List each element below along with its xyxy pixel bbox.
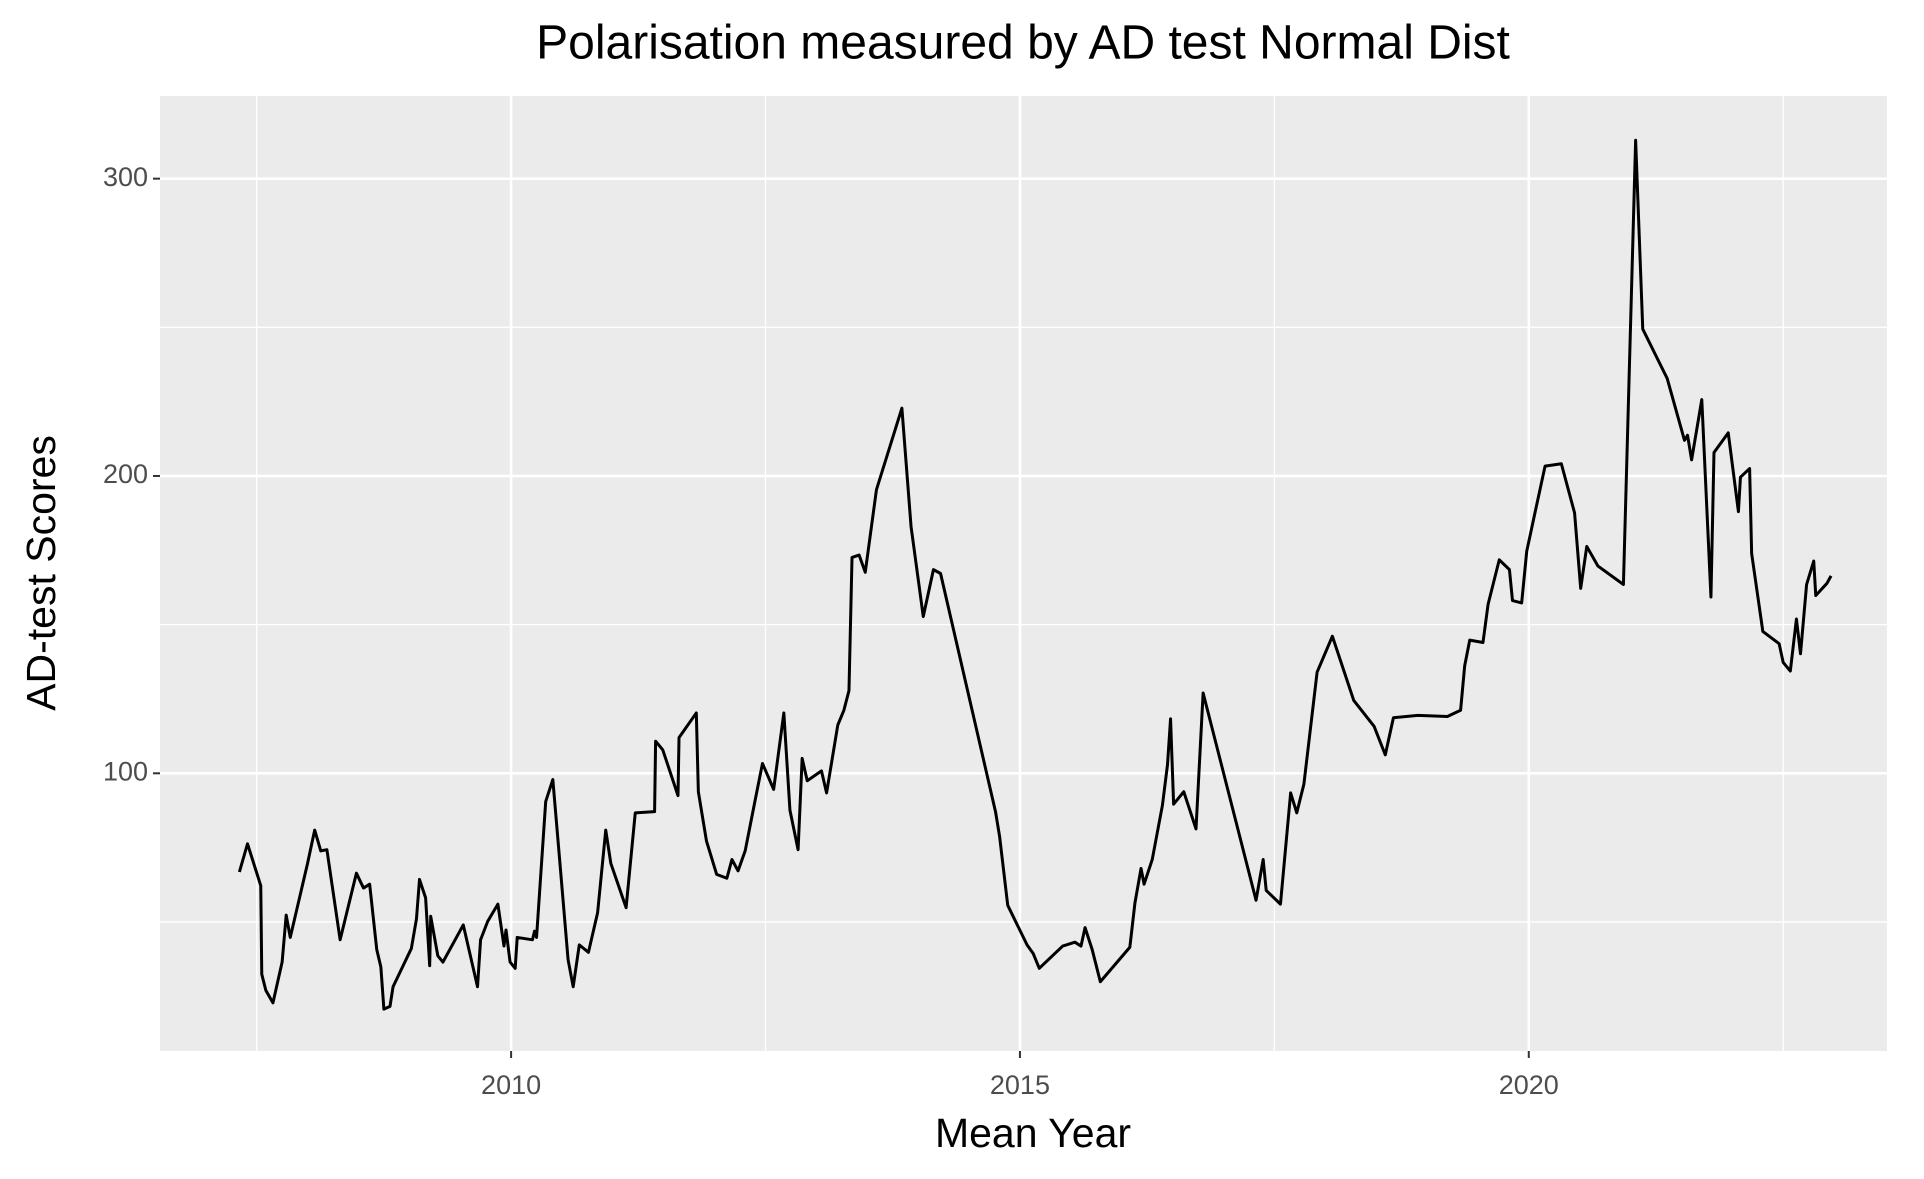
y-tick-label: 100 (103, 756, 148, 786)
chart-title: Polarisation measured by AD test Normal … (536, 17, 1510, 70)
data-line (237, 138, 1833, 1011)
x-tick-label: 2020 (1499, 1070, 1559, 1100)
x-axis-title: Mean Year (935, 1110, 1131, 1156)
y-tick-label: 300 (103, 162, 148, 192)
x-tick-label: 2010 (481, 1070, 541, 1100)
y-tick-label: 200 (103, 459, 148, 489)
plot-background (160, 96, 1887, 1051)
y-axis-title: AD-test Scores (18, 435, 64, 711)
x-tick-label: 2015 (990, 1070, 1050, 1100)
